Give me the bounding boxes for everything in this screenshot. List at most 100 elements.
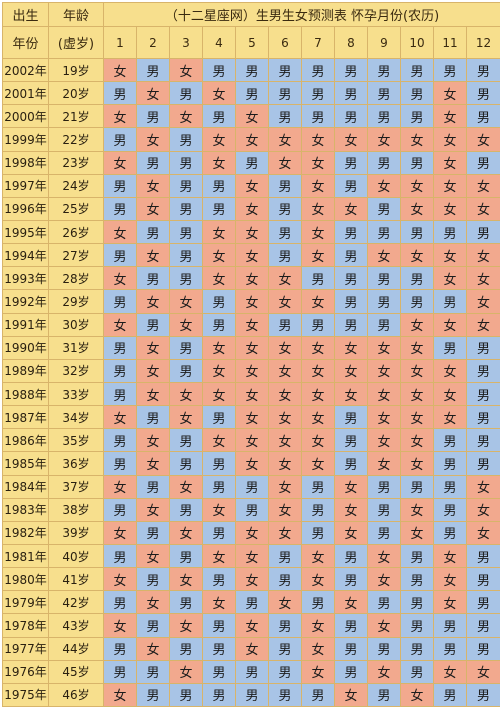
prediction-cell: 女	[400, 405, 434, 430]
prediction-cell: 男	[400, 613, 434, 638]
prediction-cell: 男	[268, 543, 302, 569]
birth-year: 1983年	[2, 497, 49, 522]
prediction-cell: 男	[136, 520, 170, 545]
lunar-age: 33岁	[48, 381, 104, 407]
prediction-cell: 男	[202, 57, 236, 83]
prediction-cell: 男	[400, 150, 434, 175]
birth-year: 1998年	[2, 150, 49, 175]
prediction-cell: 女	[202, 150, 236, 175]
prediction-cell: 女	[400, 127, 434, 152]
prediction-cell: 男	[465, 104, 500, 129]
month-header-2: 2	[136, 26, 170, 59]
birth-year: 1986年	[2, 428, 49, 453]
table-row: 1983年 38岁男女男女男女男女男女男女	[2, 497, 500, 522]
prediction-cell: 男	[169, 173, 203, 198]
prediction-cell: 男	[465, 567, 500, 592]
prediction-cell: 女	[433, 173, 467, 198]
prediction-cell: 女	[169, 567, 203, 592]
prediction-cell: 女	[235, 405, 269, 430]
prediction-cell: 男	[465, 219, 500, 245]
prediction-cell: 女	[433, 266, 467, 291]
prediction-cell: 男	[202, 451, 236, 476]
prediction-cell: 女	[433, 104, 467, 129]
table-row: 1979年 42岁男女男女男女男女男男女男	[2, 590, 500, 615]
table-row: 1975年 46岁女男男男男男男女男女男男	[2, 682, 500, 707]
prediction-cell: 男	[268, 636, 302, 661]
lunar-age: 26岁	[48, 219, 104, 245]
table-row: 1984年 37岁女男女男男女男女男男男女	[2, 474, 500, 499]
table-title: （十二星座网）生男生女预测表 怀孕月份(农历)	[102, 2, 500, 27]
prediction-cell: 女	[301, 613, 335, 638]
prediction-cell: 女	[235, 127, 269, 152]
prediction-cell: 女	[202, 127, 236, 152]
table-row: 1985年 36岁男女男男女女女男女女男男	[2, 451, 500, 476]
month-header-8: 8	[334, 26, 368, 59]
prediction-cell: 女	[334, 474, 368, 499]
prediction-cell: 女	[136, 451, 170, 476]
prediction-cell: 女	[465, 497, 500, 522]
prediction-cell: 男	[465, 150, 500, 175]
prediction-cell: 女	[202, 590, 236, 615]
prediction-cell: 男	[334, 636, 368, 661]
prediction-cell: 女	[433, 312, 467, 337]
prediction-cell: 男	[400, 289, 434, 314]
prediction-cell: 男	[103, 659, 137, 684]
prediction-cell: 男	[433, 57, 467, 83]
prediction-cell: 女	[136, 636, 170, 661]
table-row: 1982年 39岁女男女男女女男女男女男女	[2, 520, 500, 545]
prediction-cell: 女	[433, 150, 467, 175]
prediction-cell: 女	[103, 567, 137, 592]
prediction-cell: 男	[433, 335, 467, 360]
prediction-cell: 女	[235, 520, 269, 545]
prediction-cell: 男	[169, 150, 203, 175]
prediction-cell: 女	[301, 127, 335, 152]
prediction-cell: 女	[367, 613, 401, 638]
prediction-cell: 男	[301, 497, 335, 522]
month-header-7: 7	[301, 26, 335, 59]
prediction-cell: 女	[268, 520, 302, 545]
birth-year: 1991年	[2, 312, 49, 337]
prediction-cell: 女	[465, 266, 500, 291]
prediction-cell: 男	[367, 104, 401, 129]
prediction-cell: 男	[103, 590, 137, 615]
prediction-cell: 男	[202, 474, 236, 499]
birth-year: 1997年	[2, 173, 49, 198]
prediction-cell: 男	[169, 358, 203, 383]
lunar-age: 40岁	[48, 543, 104, 569]
prediction-cell: 男	[268, 682, 302, 707]
lunar-age: 25岁	[48, 196, 104, 221]
prediction-cell: 女	[301, 196, 335, 221]
prediction-cell: 男	[301, 590, 335, 615]
prediction-cell: 男	[301, 312, 335, 337]
lunar-age: 38岁	[48, 497, 104, 522]
prediction-cell: 女	[169, 613, 203, 638]
prediction-cell: 女	[433, 81, 467, 106]
prediction-cell: 女	[235, 196, 269, 221]
prediction-cell: 男	[465, 636, 500, 661]
prediction-cell: 男	[169, 127, 203, 152]
prediction-cell: 男	[169, 219, 203, 245]
prediction-cell: 女	[136, 543, 170, 569]
prediction-cell: 女	[433, 543, 467, 569]
lunar-age: 39岁	[48, 520, 104, 545]
prediction-cell: 女	[301, 289, 335, 314]
prediction-cell: 男	[268, 81, 302, 106]
prediction-cell: 女	[103, 613, 137, 638]
prediction-cell: 女	[433, 381, 467, 407]
prediction-cell: 女	[103, 520, 137, 545]
prediction-cell: 女	[202, 428, 236, 453]
prediction-cell: 男	[465, 590, 500, 615]
prediction-cell: 女	[400, 358, 434, 383]
prediction-cell: 男	[367, 312, 401, 337]
prediction-cell: 女	[103, 219, 137, 245]
prediction-cell: 男	[268, 659, 302, 684]
prediction-cell: 男	[202, 173, 236, 198]
table-row: 1996年 25岁男女男男女男女女男女女女	[2, 196, 500, 221]
prediction-cell: 男	[400, 636, 434, 661]
prediction-cell: 男	[268, 219, 302, 245]
lunar-age: 20岁	[48, 81, 104, 106]
prediction-cell: 女	[169, 57, 203, 83]
prediction-cell: 女	[268, 428, 302, 453]
prediction-cell: 女	[301, 173, 335, 198]
year-label: 年份	[2, 26, 49, 59]
